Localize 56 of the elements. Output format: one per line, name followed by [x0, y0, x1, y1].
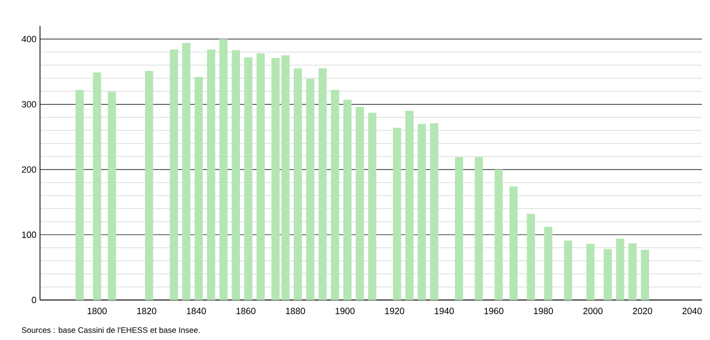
x-tick-label: 1980 [534, 308, 553, 314]
bar [206, 49, 216, 300]
bar [454, 157, 464, 300]
bar [294, 68, 302, 300]
bar [306, 78, 314, 300]
bar [405, 110, 414, 300]
bar [494, 170, 503, 300]
x-tick-label: 1900 [336, 308, 355, 314]
bar [616, 238, 624, 300]
bar [232, 50, 240, 300]
bar [586, 244, 595, 300]
bar [92, 72, 102, 300]
bar [271, 58, 280, 300]
y-tick-label: 200 [22, 166, 36, 173]
bar [526, 214, 536, 300]
bar [604, 249, 612, 300]
x-tick-label: 1960 [484, 308, 504, 314]
bar [256, 53, 265, 300]
y-tick-label: 0 [32, 296, 36, 304]
y-tick-label: 400 [22, 36, 36, 42]
source-note: Sources : base Cassini de l'EHESS et base Insee. [22, 327, 200, 333]
bar [564, 240, 572, 300]
bar [356, 106, 364, 300]
bar [418, 124, 426, 300]
x-tick-label: 1840 [186, 308, 206, 314]
bar [182, 42, 190, 300]
bar [76, 90, 84, 300]
x-tick-label: 1820 [137, 308, 156, 314]
bar [170, 49, 178, 300]
x-tick-label: 2040 [682, 308, 702, 314]
y-tick-label: 300 [22, 101, 36, 108]
bar [145, 71, 154, 300]
bar [509, 186, 518, 300]
bar [244, 57, 252, 300]
bar [108, 92, 116, 300]
bar [318, 68, 327, 300]
x-tick-label: 1940 [434, 308, 454, 314]
bar [544, 226, 552, 300]
y-tick-label: 100 [22, 232, 36, 238]
x-tick-label: 1880 [286, 308, 306, 314]
bar [392, 128, 402, 300]
x-tick-label: 2000 [583, 308, 603, 314]
bar [281, 55, 290, 300]
bar [368, 112, 376, 300]
x-tick-label: 2020 [632, 308, 652, 314]
bar [430, 123, 438, 300]
x-tick-label: 1920 [385, 308, 404, 314]
bar [343, 100, 352, 300]
bar [219, 39, 228, 300]
bar [194, 76, 203, 300]
x-tick-label: 1800 [88, 308, 107, 314]
bar [640, 250, 650, 300]
bar [474, 157, 483, 300]
x-tick-label: 1860 [236, 308, 256, 314]
bar [330, 90, 340, 300]
bar [628, 243, 637, 300]
